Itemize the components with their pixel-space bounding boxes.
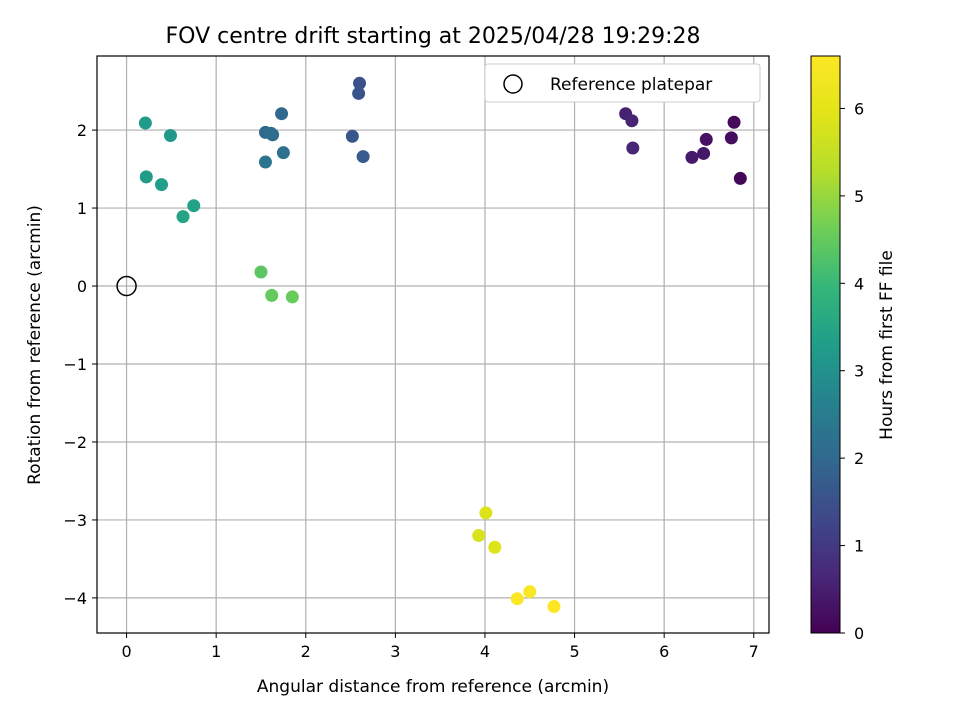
data-point xyxy=(724,131,738,145)
legend: Reference platepar xyxy=(484,63,761,103)
colorbar-ticks: 0 1 2 3 4 5 6 xyxy=(840,99,864,643)
y-axis-ticks: −4 −3 −2 −1 0 1 2 xyxy=(63,121,97,608)
x-axis-ticks: 0 1 2 3 4 5 6 7 xyxy=(121,633,759,661)
data-point xyxy=(285,290,299,304)
data-point xyxy=(139,170,153,184)
y-tick-label: −3 xyxy=(63,511,87,530)
reference-point xyxy=(116,275,137,297)
data-point xyxy=(163,129,177,143)
y-tick-label: −4 xyxy=(63,589,87,608)
x-tick-label: 6 xyxy=(659,642,669,661)
data-point xyxy=(352,86,366,100)
data-point xyxy=(626,141,640,155)
x-tick-label: 1 xyxy=(211,642,221,661)
data-point xyxy=(685,150,699,164)
plot-frame xyxy=(96,55,770,634)
data-point xyxy=(138,116,152,130)
data-point xyxy=(733,171,747,185)
colorbar-tick-label: 0 xyxy=(854,624,864,643)
data-point xyxy=(275,107,289,121)
data-point xyxy=(264,126,278,140)
x-tick-label: 3 xyxy=(390,642,400,661)
x-axis-label: Angular distance from reference (arcmin) xyxy=(257,677,609,697)
colorbar-tick-label: 2 xyxy=(854,449,864,468)
y-tick-label: −1 xyxy=(63,355,87,374)
data-point xyxy=(276,146,290,160)
data-point xyxy=(254,265,268,279)
legend-label: Reference platepar xyxy=(550,75,712,95)
data-point xyxy=(510,592,524,606)
data-point xyxy=(187,199,201,213)
x-tick-label: 4 xyxy=(480,642,490,661)
chart-title: FOV centre drift starting at 2025/04/28 … xyxy=(166,24,701,49)
x-tick-label: 2 xyxy=(301,642,311,661)
legend-marker xyxy=(503,74,523,94)
data-point xyxy=(488,540,502,554)
data-point xyxy=(699,132,713,146)
colorbar-tick-label: 5 xyxy=(854,187,864,206)
data-point xyxy=(345,129,359,143)
x-tick-label: 5 xyxy=(569,642,579,661)
data-point xyxy=(258,155,272,169)
data-point xyxy=(356,150,370,164)
data-point xyxy=(353,76,367,90)
x-tick-label: 0 xyxy=(121,642,131,661)
data-point xyxy=(547,599,561,613)
legend-box xyxy=(484,63,761,103)
data-point xyxy=(472,529,486,543)
colorbar-tick-label: 6 xyxy=(854,99,864,118)
reference-marker xyxy=(116,275,137,297)
grid-lines xyxy=(97,56,769,633)
colorbar: 0 1 2 3 4 5 6 Hours from first FF file xyxy=(810,55,897,643)
data-points xyxy=(138,76,747,613)
data-point xyxy=(625,114,639,128)
data-point xyxy=(176,210,190,224)
colorbar-tick-label: 1 xyxy=(854,537,864,556)
colorbar-tick-label: 3 xyxy=(854,362,864,381)
data-point xyxy=(727,115,741,129)
data-point xyxy=(265,288,279,302)
colorbar-label: Hours from first FF file xyxy=(877,250,897,440)
y-tick-label: −2 xyxy=(63,433,87,452)
colorbar-gradient xyxy=(810,55,841,634)
data-point xyxy=(479,506,493,520)
data-point xyxy=(155,178,169,192)
data-point xyxy=(523,585,537,599)
y-tick-label: 2 xyxy=(77,121,87,140)
y-tick-label: 0 xyxy=(77,277,87,296)
y-tick-label: 1 xyxy=(77,199,87,218)
data-point xyxy=(697,146,711,160)
colorbar-tick-label: 4 xyxy=(854,274,864,293)
y-axis-label: Rotation from reference (arcmin) xyxy=(25,205,45,485)
x-tick-label: 7 xyxy=(749,642,759,661)
